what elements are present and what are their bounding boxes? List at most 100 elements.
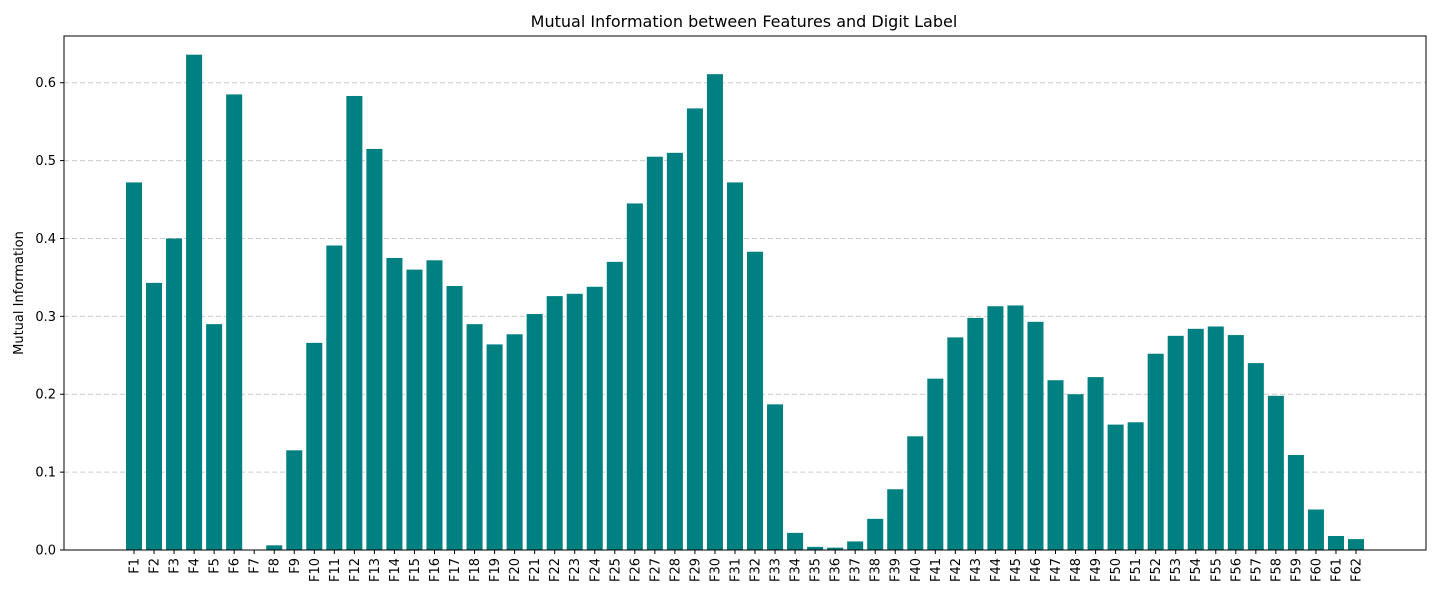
bar-f22 bbox=[546, 296, 563, 550]
bar-f53 bbox=[1167, 335, 1184, 550]
x-tick-label: F23 bbox=[568, 558, 583, 582]
bar-f4 bbox=[186, 54, 203, 550]
x-tick-label: F32 bbox=[749, 558, 764, 582]
x-tick-label: F46 bbox=[1029, 558, 1044, 582]
bar-f34 bbox=[787, 532, 804, 550]
x-tick-label: F34 bbox=[789, 558, 804, 582]
bar-f61 bbox=[1327, 535, 1344, 550]
bar-f2 bbox=[146, 282, 163, 550]
x-tick-label: F35 bbox=[809, 558, 824, 582]
x-tick-label: F55 bbox=[1209, 558, 1224, 582]
bar-f9 bbox=[286, 450, 303, 550]
bar-f45 bbox=[1007, 305, 1024, 550]
bar-f37 bbox=[847, 541, 864, 550]
x-tick-label: F2 bbox=[148, 558, 163, 574]
x-tick-label: F24 bbox=[588, 558, 603, 582]
bar-f21 bbox=[526, 314, 543, 550]
bar-f13 bbox=[366, 148, 383, 550]
bar-f46 bbox=[1027, 321, 1044, 550]
y-axis-label: Mutual Information bbox=[12, 231, 27, 355]
bar-f31 bbox=[726, 182, 743, 551]
bar-f52 bbox=[1147, 353, 1164, 550]
x-tick-label: F1 bbox=[128, 558, 143, 574]
x-tick-label: F53 bbox=[1169, 558, 1184, 582]
x-tick-label: F57 bbox=[1249, 558, 1264, 582]
bar-f43 bbox=[967, 317, 984, 550]
x-tick-label: F50 bbox=[1109, 558, 1124, 582]
x-tick-label: F45 bbox=[1009, 558, 1024, 582]
x-tick-label: F54 bbox=[1189, 558, 1204, 582]
bar-f55 bbox=[1207, 326, 1224, 550]
bar-f41 bbox=[927, 378, 944, 550]
bar-f19 bbox=[486, 344, 503, 550]
x-tick-label: F17 bbox=[448, 558, 463, 582]
x-tick-label: F36 bbox=[829, 558, 844, 582]
bar-f60 bbox=[1307, 509, 1324, 550]
x-tick-label: F26 bbox=[628, 558, 643, 582]
x-tick-label: F43 bbox=[969, 558, 984, 582]
chart-title: Mutual Information between Features and … bbox=[531, 12, 958, 31]
x-tick-label: F42 bbox=[949, 558, 964, 582]
x-tick-label: F9 bbox=[288, 558, 303, 574]
y-tick-label: 0.0 bbox=[35, 544, 56, 559]
bar-f8 bbox=[266, 545, 283, 550]
x-tick-label: F58 bbox=[1269, 558, 1284, 582]
bar-f33 bbox=[767, 404, 784, 550]
y-axis-ticks: 0.0 0.1 0.2 0.3 0.4 0.5 0.6 bbox=[35, 76, 64, 559]
bar-f48 bbox=[1067, 394, 1084, 550]
x-tick-label: F10 bbox=[308, 558, 323, 582]
x-tick-label: F27 bbox=[648, 558, 663, 582]
x-tick-label: F29 bbox=[688, 558, 703, 582]
x-tick-label: F31 bbox=[728, 558, 743, 582]
bar-f51 bbox=[1127, 422, 1144, 550]
bar-f49 bbox=[1087, 377, 1104, 550]
x-tick-label: F8 bbox=[268, 558, 283, 574]
bar-f57 bbox=[1247, 363, 1264, 550]
y-tick-label: 0.6 bbox=[35, 76, 56, 91]
x-tick-label: F61 bbox=[1329, 558, 1344, 582]
x-tick-label: F30 bbox=[708, 558, 723, 582]
bar-f5 bbox=[206, 324, 223, 550]
bar-f29 bbox=[686, 108, 703, 550]
y-tick-label: 0.4 bbox=[35, 232, 56, 247]
x-tick-label: F33 bbox=[769, 558, 784, 582]
bar-f15 bbox=[406, 269, 423, 550]
x-tick-label: F19 bbox=[488, 558, 503, 582]
x-tick-label: F11 bbox=[328, 558, 343, 582]
y-tick-label: 0.2 bbox=[35, 388, 56, 403]
x-tick-label: F60 bbox=[1309, 558, 1324, 582]
bar-f39 bbox=[887, 489, 904, 550]
x-tick-label: F18 bbox=[468, 558, 483, 582]
x-tick-label: F37 bbox=[849, 558, 864, 582]
x-tick-label: F51 bbox=[1129, 558, 1144, 582]
bar-f14 bbox=[386, 257, 403, 550]
x-tick-label: F28 bbox=[668, 558, 683, 582]
bar-f24 bbox=[586, 286, 603, 550]
x-tick-label: F40 bbox=[909, 558, 924, 582]
bar-f20 bbox=[506, 334, 523, 550]
bar-f17 bbox=[446, 285, 463, 550]
bar-f42 bbox=[947, 337, 964, 550]
bar-f32 bbox=[747, 251, 764, 550]
bar-f38 bbox=[867, 518, 884, 550]
bar-f62 bbox=[1347, 539, 1365, 550]
bar-f56 bbox=[1227, 335, 1244, 550]
bar-f35 bbox=[807, 546, 824, 550]
x-tick-label: F4 bbox=[188, 558, 203, 574]
x-tick-label: F3 bbox=[168, 558, 183, 574]
x-tick-label: F62 bbox=[1350, 558, 1365, 582]
grid-lines bbox=[64, 82, 1426, 473]
bar-f50 bbox=[1107, 424, 1124, 550]
x-tick-label: F13 bbox=[368, 558, 383, 582]
bar-f58 bbox=[1267, 395, 1284, 550]
x-tick-label: F14 bbox=[388, 558, 403, 582]
bar-f26 bbox=[626, 203, 643, 550]
x-tick-label: F16 bbox=[428, 558, 443, 582]
bar-f30 bbox=[706, 74, 723, 550]
x-tick-label: F15 bbox=[408, 558, 423, 582]
bar-f3 bbox=[166, 238, 183, 550]
bar-f10 bbox=[306, 342, 323, 550]
y-tick-label: 0.1 bbox=[35, 466, 56, 481]
bar-f27 bbox=[646, 156, 663, 550]
